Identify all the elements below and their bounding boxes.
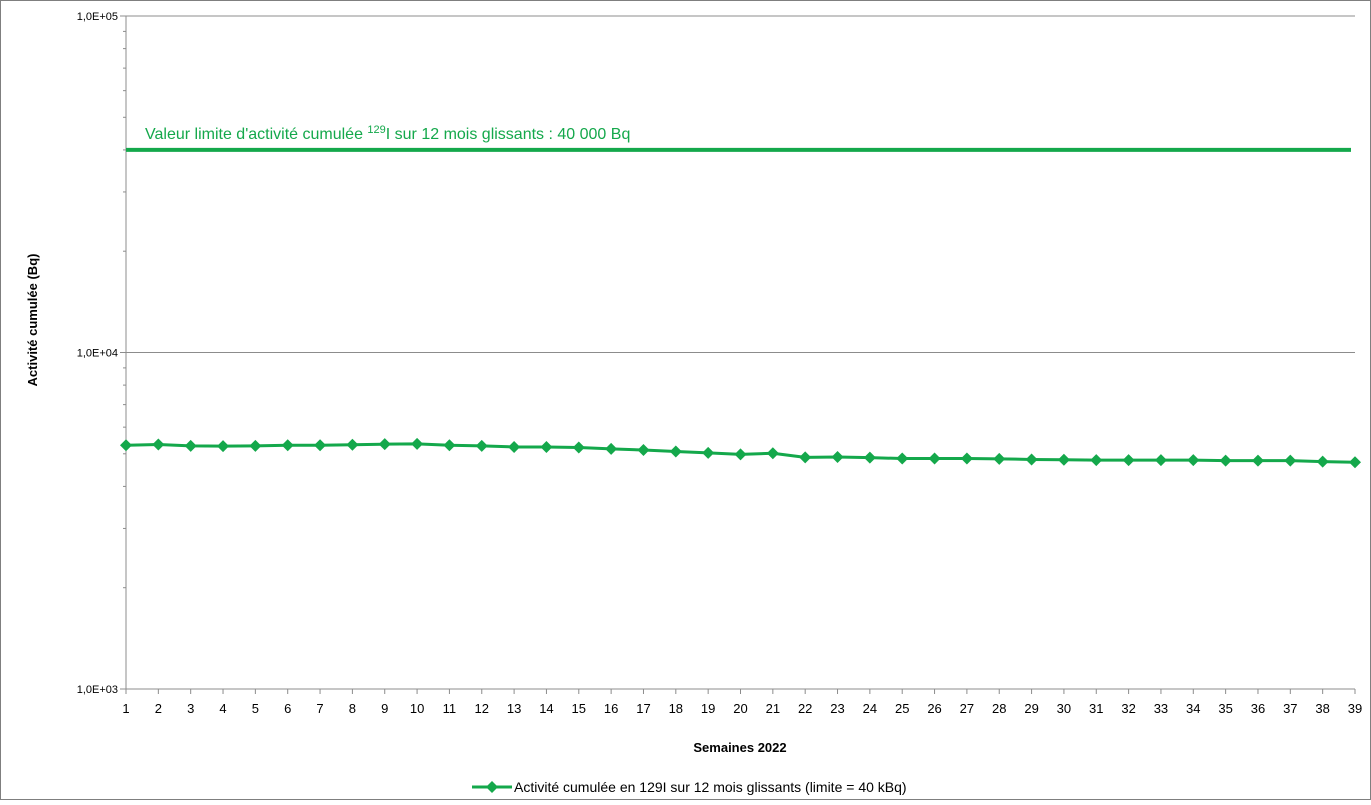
- y-tick-label: 1,0E+04: [77, 348, 118, 360]
- legend-marker-swatch: [486, 781, 498, 793]
- x-tick-label: 37: [1283, 701, 1297, 716]
- x-tick-label: 36: [1251, 701, 1265, 716]
- data-point: [314, 439, 327, 452]
- x-tick-label: 12: [475, 701, 489, 716]
- data-point: [508, 440, 521, 453]
- data-point: [443, 439, 456, 452]
- data-point: [863, 451, 876, 464]
- x-tick-label: 7: [316, 701, 323, 716]
- y-tick-label: 1,0E+05: [77, 11, 118, 23]
- x-tick-label: 11: [443, 701, 457, 716]
- data-point: [540, 440, 553, 453]
- x-tick-label: 6: [284, 701, 291, 716]
- data-point: [1251, 454, 1264, 467]
- data-point: [411, 437, 424, 450]
- x-tick-label: 34: [1186, 701, 1200, 716]
- x-tick-label: 22: [798, 701, 812, 716]
- x-tick-label: 26: [927, 701, 941, 716]
- x-tick-label: 29: [1024, 701, 1038, 716]
- data-point: [475, 439, 488, 452]
- data-point: [346, 438, 359, 451]
- x-tick-label: 2: [155, 701, 162, 716]
- x-tick-label: 17: [636, 701, 650, 716]
- data-point: [1025, 453, 1038, 466]
- x-tick-label: 5: [252, 701, 259, 716]
- legend: Activité cumulée en 129I sur 12 mois gli…: [472, 779, 907, 795]
- x-tick-label: 9: [381, 701, 388, 716]
- x-tick-label: 19: [701, 701, 715, 716]
- data-point: [993, 452, 1006, 465]
- x-tick-label: 8: [349, 701, 356, 716]
- data-point: [766, 447, 779, 460]
- data-point: [184, 439, 197, 452]
- data-point: [281, 439, 294, 452]
- reference-line-group: Valeur limite d'activité cumulée 129I su…: [126, 124, 1351, 152]
- data-point: [734, 448, 747, 461]
- data-point: [1284, 454, 1297, 467]
- x-tick-label: 16: [604, 701, 618, 716]
- x-tick-label: 31: [1089, 701, 1103, 716]
- x-tick-label: 27: [960, 701, 974, 716]
- y-tick-label: 1,0E+03: [77, 684, 118, 696]
- data-point: [896, 452, 909, 465]
- x-tick-label: 10: [410, 701, 424, 716]
- data-point: [1090, 454, 1103, 467]
- data-point: [960, 452, 973, 465]
- x-tick-label: 15: [572, 701, 586, 716]
- limit-label: Valeur limite d'activité cumulée 129I su…: [145, 124, 630, 143]
- data-point: [1316, 455, 1329, 468]
- x-tick-label: 32: [1121, 701, 1135, 716]
- x-tick-label: 21: [766, 701, 780, 716]
- data-point: [120, 439, 132, 452]
- x-tick-label: 20: [733, 701, 747, 716]
- data-point: [1154, 454, 1167, 467]
- x-tick-label: 33: [1154, 701, 1168, 716]
- x-tick-label: 25: [895, 701, 909, 716]
- data-point: [831, 451, 844, 464]
- data-point: [378, 438, 391, 451]
- data-point: [152, 438, 165, 451]
- x-tick-label: 39: [1348, 701, 1362, 716]
- data-point: [928, 452, 941, 465]
- data-point: [1219, 454, 1232, 467]
- data-point: [702, 446, 715, 459]
- legend-label: Activité cumulée en 129I sur 12 mois gli…: [514, 779, 907, 795]
- x-tick-label: 35: [1218, 701, 1232, 716]
- data-point: [1122, 454, 1135, 467]
- data-point: [669, 445, 682, 458]
- data-point: [217, 440, 230, 453]
- data-point: [572, 441, 585, 454]
- data-point: [799, 451, 812, 464]
- x-tick-label: 23: [830, 701, 844, 716]
- data-point: [605, 442, 618, 455]
- x-tick-label: 14: [539, 701, 553, 716]
- x-tick-label: 13: [507, 701, 521, 716]
- data-point: [249, 439, 262, 452]
- data-point: [1187, 454, 1200, 467]
- x-tick-label: 24: [863, 701, 877, 716]
- x-tick-label: 28: [992, 701, 1006, 716]
- x-tick-label: 3: [187, 701, 194, 716]
- x-tick-label: 38: [1315, 701, 1329, 716]
- data-point: [1057, 453, 1070, 466]
- x-axis-title: Semaines 2022: [693, 740, 786, 755]
- x-tick-label: 4: [219, 701, 226, 716]
- x-tick-label: 1: [122, 701, 129, 716]
- y-axis-title: Activité cumulée (Bq): [25, 254, 40, 387]
- x-tick-label: 18: [669, 701, 683, 716]
- data-point: [1349, 456, 1361, 469]
- axes: 1,0E+031,0E+041,0E+051 2 3 4 5 6 7 8 9 10 11 12 13 14…: [77, 11, 1363, 716]
- x-tick-label: 30: [1057, 701, 1071, 716]
- series-group: [120, 437, 1361, 469]
- data-point: [637, 444, 650, 457]
